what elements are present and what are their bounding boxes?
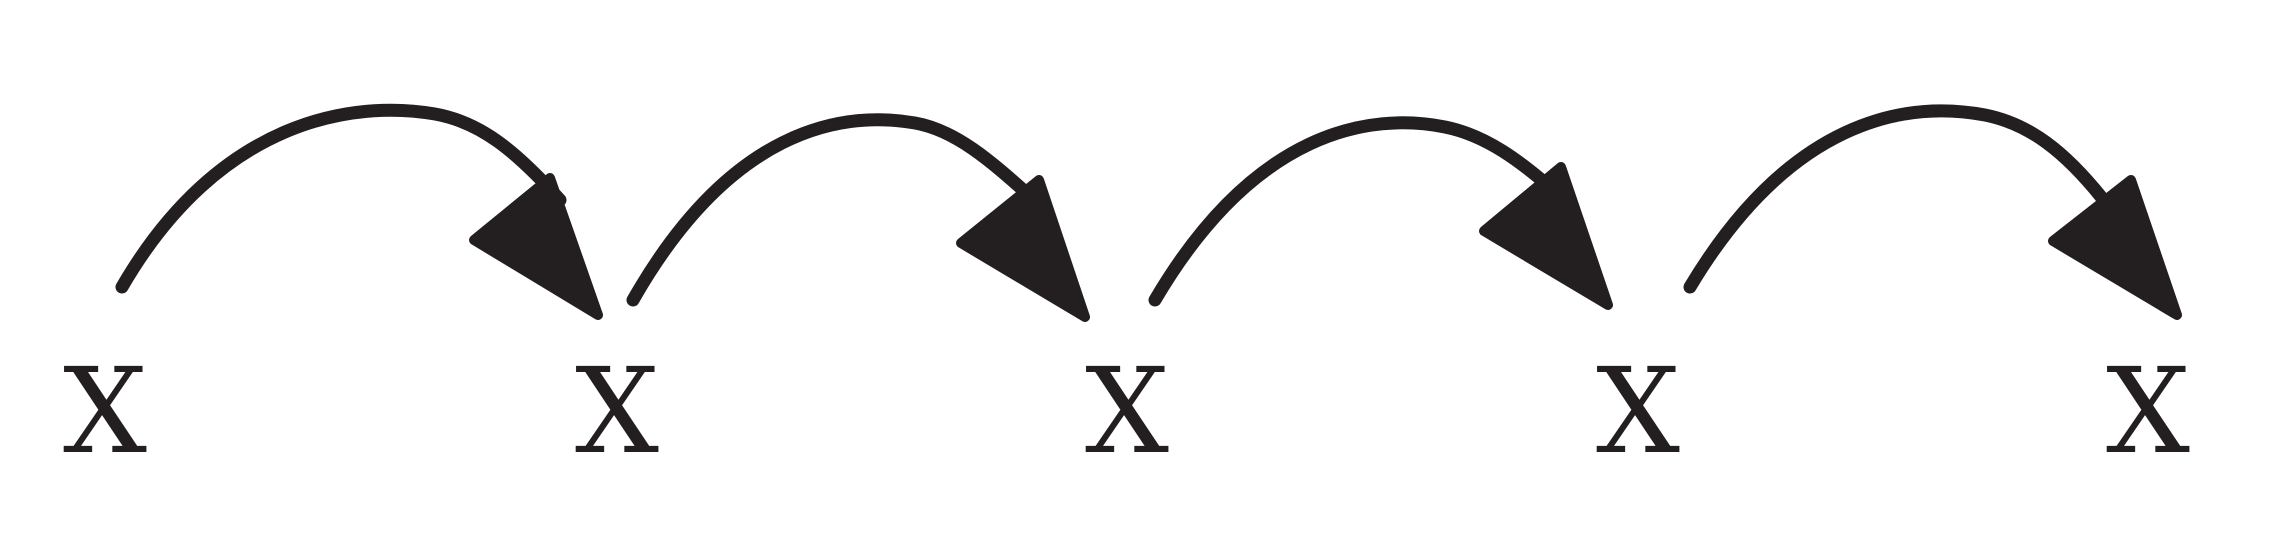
arrow-3-curve [1148,116,1567,307]
arrow-2 [626,113,1090,322]
node-x-5: X [2105,342,2191,480]
arrow-1-head [469,173,603,320]
arrow-4-curve [1683,104,2109,294]
arrow-4-head [2048,175,2182,320]
arrows-layer [115,103,2182,322]
arrow-1-curve [115,103,567,294]
node-x-2: X [574,342,660,480]
arrow-2-curve [626,113,1039,307]
node-x-4: X [1595,342,1681,480]
arrow-4 [1683,104,2182,320]
arrow-3 [1148,116,1613,310]
node-x-3: X [1084,342,1170,480]
arrow-1 [115,103,603,320]
arrow-2-head [956,175,1090,322]
node-x-1: X [62,342,148,480]
arrow-3-head [1479,162,1613,310]
